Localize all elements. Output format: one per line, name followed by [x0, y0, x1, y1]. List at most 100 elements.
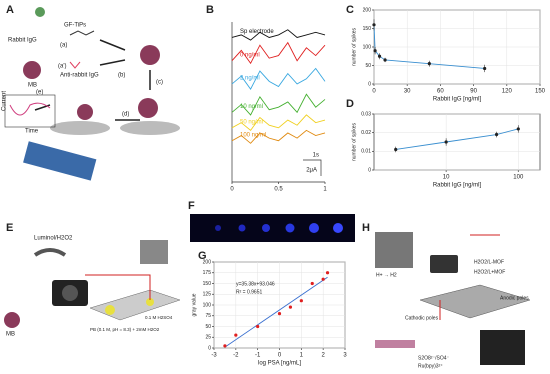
y-tick-label: 50 — [205, 324, 211, 330]
point — [223, 344, 227, 348]
x-tick-label: 1 — [300, 353, 304, 359]
point — [256, 324, 260, 329]
label: Anti-rabbit IgG — [60, 73, 99, 79]
x-tick-label: -1 — [255, 353, 261, 359]
trend-line — [395, 128, 519, 150]
y-tick-label: 175 — [203, 270, 212, 276]
y-axis-label: number of spikes — [351, 27, 357, 66]
label: Rabbit IgG — [8, 38, 37, 44]
trace — [231, 114, 326, 132]
trace — [231, 93, 326, 116]
y-tick-label: 200 — [363, 7, 372, 13]
point — [372, 23, 376, 27]
x-tick-label: 0.5 — [274, 187, 283, 193]
point — [394, 147, 398, 152]
y-axis-label: gray value — [191, 293, 197, 316]
series-label: 50 ng/ml — [240, 119, 263, 125]
label: Current — [2, 91, 8, 111]
x-tick-label: 30 — [404, 89, 411, 95]
panel-label: H — [362, 222, 370, 234]
series-label: Sp electrode — [240, 29, 274, 35]
scale-x: 1s — [313, 153, 319, 159]
x-tick-label: 0 — [372, 89, 376, 95]
panel-label: A — [6, 4, 14, 16]
x-axis-label: log PSA [ng/mL] — [258, 361, 301, 367]
x-tick-label: -2 — [233, 353, 239, 359]
point — [277, 312, 282, 316]
y-tick-label: 150 — [203, 281, 212, 287]
panel-label: B — [206, 4, 214, 16]
y-tick-label: 125 — [203, 292, 212, 298]
x-tick-label: 3 — [343, 353, 347, 359]
scale-y: 2μA — [306, 168, 317, 174]
y-tick-label: 150 — [363, 26, 372, 32]
label: (d) — [122, 112, 129, 118]
point — [383, 58, 387, 62]
panel-h-diagram — [375, 232, 531, 365]
trace — [231, 67, 326, 90]
series-label: 100 ng/ml — [240, 132, 266, 138]
scale-bar — [303, 159, 322, 176]
trend-line — [373, 24, 485, 69]
x-tick-label: 0 — [230, 187, 234, 193]
y-tick-label: 0.01 — [361, 149, 371, 155]
trace — [231, 129, 326, 144]
label: H2O2/L+MOF — [474, 269, 505, 275]
point — [299, 299, 303, 303]
label: (b) — [118, 73, 125, 79]
label: S2O8²⁻/SO4⁻ — [418, 355, 449, 361]
point — [494, 132, 499, 137]
x-axis-label: Rabbit IgG [ng/ml] — [433, 183, 482, 189]
annotation: y=35.38x+93.046 — [236, 281, 275, 287]
panel-label: G — [198, 250, 207, 262]
x-tick-label: 100 — [513, 175, 524, 181]
y-tick-label: 0.02 — [361, 130, 371, 136]
x-tick-label: 10 — [443, 175, 450, 181]
x-tick-label: 150 — [535, 89, 546, 95]
label: H+ → H2 — [376, 272, 397, 278]
point — [516, 127, 520, 131]
series-label: 10 ng/ml — [240, 104, 263, 110]
panel-label: D — [346, 98, 354, 110]
label: MB — [28, 83, 37, 89]
y-axis-label: number of spikes — [351, 122, 357, 161]
y-tick-label: 50 — [365, 63, 371, 69]
y-tick-label: 0 — [208, 345, 211, 351]
panel-a-diagram — [4, 7, 180, 181]
y-tick-label: 25 — [205, 335, 211, 341]
label: Luminol/H2O2 — [34, 236, 73, 242]
point — [373, 49, 377, 53]
label: Ru(bpy)3²⁺ — [418, 363, 443, 369]
point — [377, 54, 382, 58]
x-tick-label: 0 — [278, 353, 282, 359]
label: Cathodic poles — [405, 315, 439, 321]
annotation: R² = 0.9651 — [236, 289, 262, 295]
label: 0.1 M H2SO4 — [145, 315, 173, 320]
x-tick-label: 90 — [470, 89, 477, 95]
trace — [231, 29, 326, 41]
label: MB — [6, 332, 15, 338]
panel-label: E — [6, 222, 13, 234]
label: (c) — [156, 80, 163, 86]
label: Anodic poles — [500, 295, 529, 301]
y-tick-label: 0.03 — [361, 111, 371, 117]
label: Time — [25, 129, 39, 135]
point — [288, 305, 293, 309]
y-tick-label: 75 — [205, 313, 211, 319]
point — [321, 277, 325, 281]
label: (a) — [60, 43, 67, 49]
point — [234, 333, 238, 337]
x-axis — [231, 22, 325, 183]
label: H2O2/L-MOF — [474, 259, 504, 265]
x-tick-label: 120 — [502, 89, 513, 95]
label: (e) — [36, 90, 43, 96]
series-label: 2 ng/ml — [240, 76, 260, 82]
point — [444, 140, 448, 144]
point — [325, 271, 330, 275]
panel-e-diagram — [4, 240, 181, 328]
x-tick-label: -3 — [211, 353, 217, 359]
label: PB (0.1 M, pH = 8.3) + 2mM H2O2 — [90, 327, 160, 332]
panel-label: F — [188, 200, 195, 212]
